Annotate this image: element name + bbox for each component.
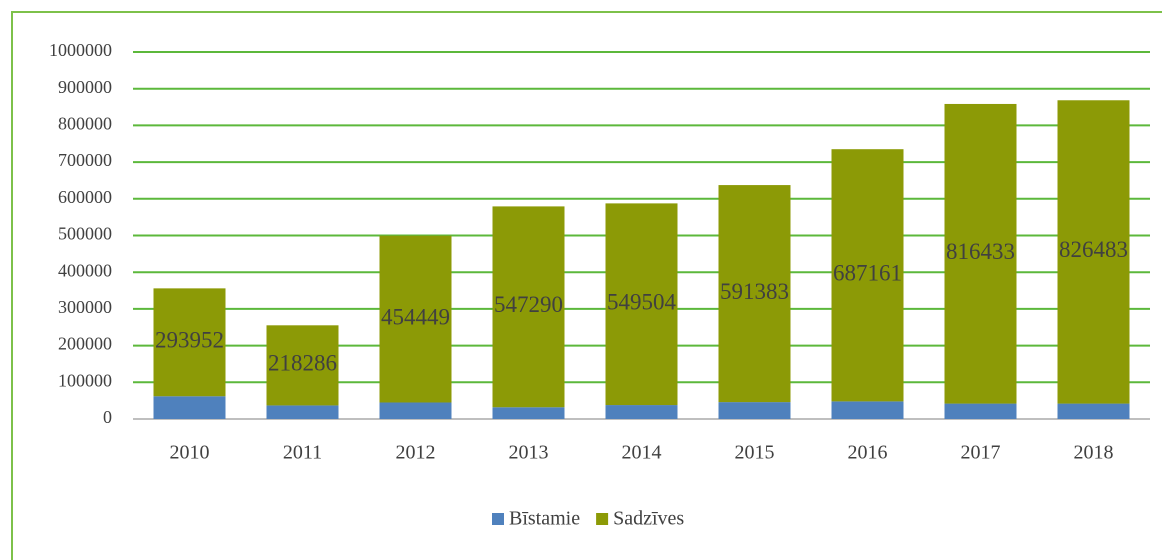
bar-segment [153, 288, 226, 397]
x-tick-label: 2017 [961, 442, 1001, 464]
x-tick-label: 2012 [396, 442, 436, 464]
data-label: 826483 [1059, 237, 1128, 262]
data-label: 816433 [946, 239, 1015, 264]
x-tick-label: 2011 [283, 442, 322, 464]
bar-segment [266, 405, 339, 419]
y-tick-label: 600000 [58, 187, 112, 207]
y-tick-label: 400000 [58, 260, 112, 280]
bar-segment [718, 402, 791, 419]
bar-segment [492, 407, 565, 419]
chart-border [11, 11, 1162, 560]
bar-segment [492, 206, 565, 408]
bar-segment [1057, 100, 1130, 404]
legend-label: Bīstamie [509, 508, 580, 530]
y-tick-label: 900000 [58, 77, 112, 97]
data-label: 293952 [155, 328, 224, 353]
x-tick-label: 2016 [848, 442, 888, 464]
data-label: 591383 [720, 279, 789, 304]
bar-segment [944, 103, 1017, 404]
bar-segment [379, 402, 452, 419]
bar-segment [605, 203, 678, 406]
x-tick-label: 2013 [509, 442, 549, 464]
x-tick-label: 2010 [170, 442, 210, 464]
bar-segment [944, 403, 1017, 419]
bar-segment [718, 185, 791, 403]
y-tick-label: 700000 [58, 150, 112, 170]
data-label: 454449 [381, 304, 450, 329]
y-tick-label: 0 [103, 407, 112, 427]
data-label: 547290 [494, 292, 563, 317]
bar-segment [1057, 403, 1130, 419]
bar-segment [605, 405, 678, 419]
data-label: 549504 [607, 290, 677, 315]
legend-swatch [596, 513, 609, 525]
y-tick-label: 800000 [58, 114, 112, 134]
x-tick-label: 2018 [1074, 442, 1114, 464]
y-tick-label: 300000 [58, 297, 112, 317]
y-tick-label: 1000000 [49, 40, 112, 60]
bar-segment [379, 235, 452, 403]
legend-label: Sadzīves [613, 508, 684, 530]
bar-segment [266, 325, 339, 406]
x-tick-label: 2015 [735, 442, 775, 464]
bar-segment [831, 149, 904, 402]
y-tick-label: 200000 [58, 334, 112, 354]
y-tick-label: 100000 [58, 370, 112, 390]
bar-segment [153, 396, 226, 419]
data-label: 218286 [268, 351, 337, 376]
bar-segment [831, 401, 904, 419]
data-label: 687161 [833, 261, 902, 286]
x-tick-label: 2014 [622, 442, 662, 464]
legend-swatch [492, 513, 504, 525]
y-tick-label: 500000 [58, 224, 112, 244]
